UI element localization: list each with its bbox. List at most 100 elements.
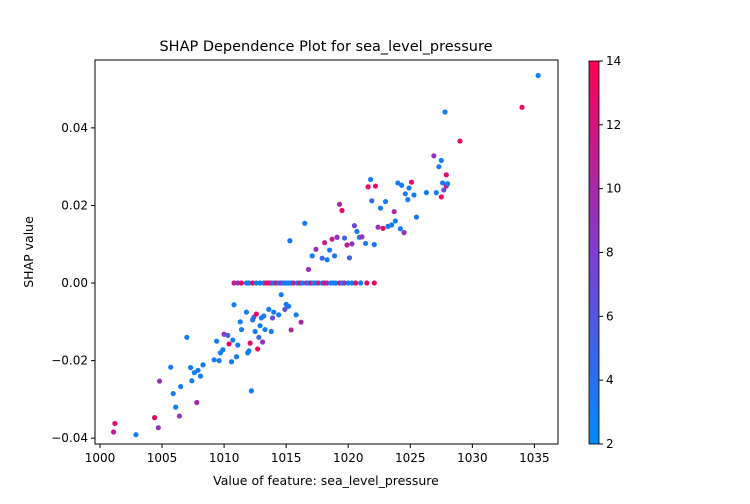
data-point	[243, 309, 250, 315]
data-point	[319, 255, 325, 261]
data-point	[230, 337, 236, 343]
data-point	[336, 201, 343, 207]
data-point	[354, 228, 360, 235]
data-point	[349, 280, 355, 286]
colorbar	[588, 60, 600, 445]
colorbar-tick-label: 14	[606, 54, 621, 68]
x-tick-label: 1030	[457, 451, 488, 465]
data-point	[191, 370, 197, 376]
plot-area-frame	[94, 59, 559, 445]
data-point	[252, 328, 258, 335]
data-point	[333, 280, 339, 286]
x-axis-ticks: 1000 1005 1010 1015 1020 1025 1030 1035	[85, 444, 550, 465]
data-point	[248, 388, 254, 394]
x-tick-label: 1005	[147, 451, 178, 465]
data-point	[535, 72, 541, 79]
data-point	[389, 222, 395, 228]
colorbar-tick-label: 10	[606, 182, 621, 196]
data-point	[367, 176, 374, 183]
data-point	[413, 214, 420, 220]
data-point	[200, 362, 206, 368]
data-point	[344, 242, 350, 248]
data-point	[238, 280, 245, 286]
data-point	[195, 367, 201, 373]
y-tick-label: −0.02	[51, 354, 88, 368]
data-point	[170, 390, 176, 397]
chart-title: SHAP Dependence Plot for sea_level_press…	[159, 39, 492, 55]
data-point	[271, 309, 277, 315]
data-point	[392, 218, 398, 224]
data-point	[257, 323, 263, 329]
data-point	[372, 183, 379, 189]
data-point	[346, 255, 353, 261]
data-point	[133, 432, 139, 438]
data-point	[371, 242, 377, 248]
x-tick-label: 1025	[395, 451, 426, 465]
y-tick-label: 0.00	[61, 276, 88, 290]
data-point	[433, 190, 439, 196]
data-point	[358, 280, 364, 286]
data-point	[262, 326, 268, 333]
data-point	[233, 354, 240, 360]
data-point	[257, 280, 263, 286]
data-point	[341, 280, 348, 286]
data-point	[256, 334, 262, 340]
data-point	[288, 327, 294, 333]
data-point	[349, 241, 355, 247]
data-point	[299, 280, 305, 286]
data-point	[255, 346, 261, 352]
data-point	[211, 357, 217, 363]
colorbar-ticks: 2 4 6 8 10 12 14	[599, 54, 621, 451]
data-point	[331, 253, 338, 259]
x-tick-label: 1015	[271, 451, 302, 465]
data-point	[269, 315, 276, 321]
data-point	[176, 413, 183, 419]
data-point	[220, 347, 226, 353]
data-point	[293, 312, 299, 318]
x-axis-label: Value of feature: sea_level_pressure	[213, 473, 439, 488]
x-tick-label: 1020	[333, 451, 364, 465]
data-point	[155, 425, 161, 431]
data-point	[268, 328, 274, 335]
data-point	[291, 280, 297, 286]
data-point	[444, 181, 451, 187]
data-point	[406, 185, 412, 191]
colorbar-tick-label: 4	[606, 373, 614, 387]
data-point	[439, 180, 446, 186]
data-point	[305, 266, 312, 273]
y-tick-label: −0.04	[51, 431, 88, 445]
data-point	[156, 378, 163, 384]
data-point	[266, 306, 272, 313]
data-point	[194, 399, 200, 406]
y-tick-label: 0.02	[61, 198, 88, 212]
data-point	[339, 207, 345, 214]
data-point	[168, 364, 174, 370]
data-point	[359, 234, 365, 240]
data-point	[408, 179, 415, 185]
data-point	[259, 339, 266, 345]
data-point	[315, 280, 322, 286]
y-axis-label: SHAP value	[21, 216, 36, 288]
data-point	[173, 404, 179, 410]
data-point	[282, 306, 288, 313]
data-point	[324, 257, 330, 263]
data-point	[391, 209, 397, 215]
colorbar-tick-label: 2	[606, 437, 614, 451]
data-point	[111, 429, 117, 435]
x-tick-label: 1000	[85, 451, 116, 465]
data-point	[286, 303, 292, 309]
data-point	[278, 292, 284, 298]
data-point	[443, 172, 449, 178]
data-point	[363, 240, 369, 247]
data-point	[411, 192, 417, 198]
data-point	[313, 246, 319, 252]
data-point	[351, 223, 358, 229]
data-point	[402, 191, 408, 197]
data-point	[235, 342, 241, 348]
data-point	[395, 180, 401, 186]
data-point	[246, 348, 252, 354]
data-point	[309, 253, 315, 259]
data-point	[247, 340, 253, 346]
y-axis-ticks: −0.04 −0.02 0.00 0.02 0.04	[51, 121, 95, 445]
